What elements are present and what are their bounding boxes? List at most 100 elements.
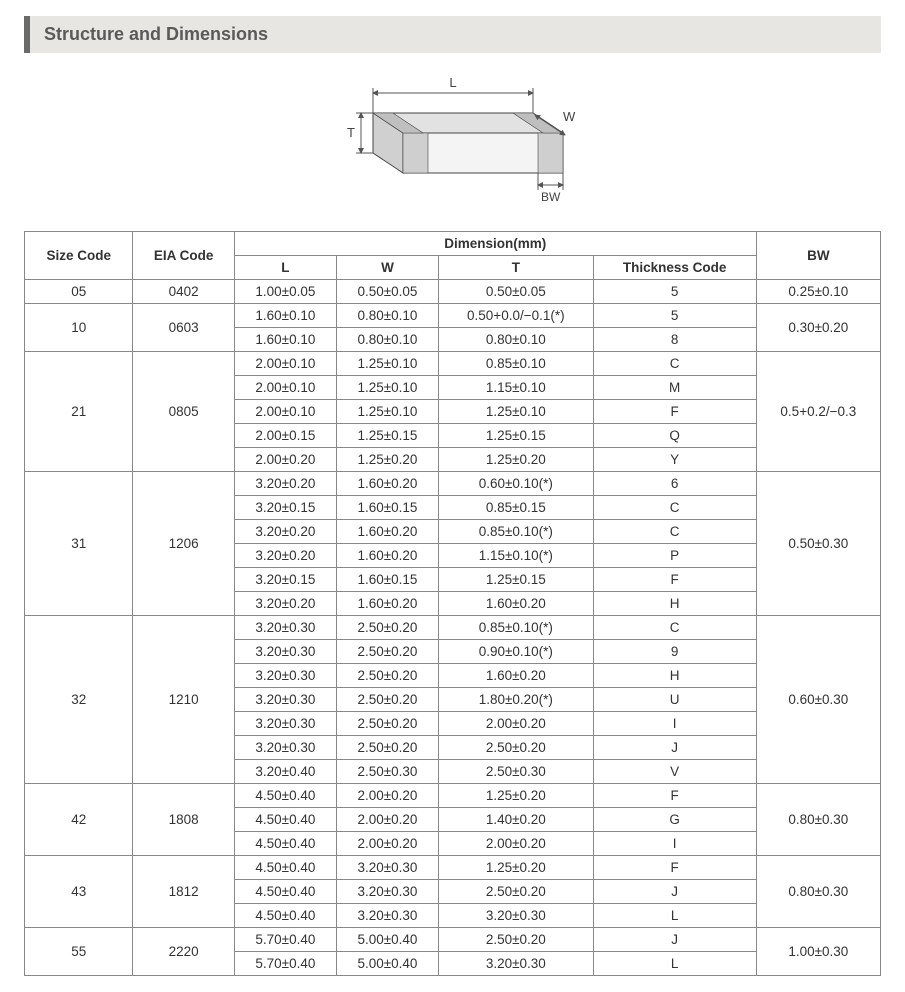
cell-T: 1.25±0.15 bbox=[438, 424, 593, 448]
cell-tc: C bbox=[593, 352, 756, 376]
col-size: Size Code bbox=[25, 232, 133, 280]
cell-W: 1.25±0.20 bbox=[336, 448, 438, 472]
cell-bw: 0.80±0.30 bbox=[756, 856, 880, 928]
cell-tc: Y bbox=[593, 448, 756, 472]
cell-T: 0.50+0.0/−0.1(*) bbox=[438, 304, 593, 328]
cell-tc: 6 bbox=[593, 472, 756, 496]
cell-L: 2.00±0.10 bbox=[234, 376, 336, 400]
cell-tc: 8 bbox=[593, 328, 756, 352]
table-row: 3212103.20±0.302.50±0.200.85±0.10(*)C0.6… bbox=[25, 616, 881, 640]
cell-T: 0.90±0.10(*) bbox=[438, 640, 593, 664]
cell-tc: F bbox=[593, 568, 756, 592]
cell-L: 3.20±0.30 bbox=[234, 664, 336, 688]
cell-size: 43 bbox=[25, 856, 133, 928]
cell-L: 3.20±0.15 bbox=[234, 496, 336, 520]
cell-W: 1.25±0.15 bbox=[336, 424, 438, 448]
cell-L: 2.00±0.20 bbox=[234, 448, 336, 472]
cell-T: 0.85±0.10 bbox=[438, 352, 593, 376]
cell-T: 2.50±0.20 bbox=[438, 736, 593, 760]
cell-T: 3.20±0.30 bbox=[438, 952, 593, 976]
cell-T: 1.60±0.20 bbox=[438, 592, 593, 616]
component-diagram: L W T BW bbox=[24, 63, 881, 213]
cell-T: 2.50±0.20 bbox=[438, 880, 593, 904]
cell-T: 0.60±0.10(*) bbox=[438, 472, 593, 496]
cell-W: 0.50±0.05 bbox=[336, 280, 438, 304]
cell-tc: F bbox=[593, 400, 756, 424]
cell-W: 3.20±0.30 bbox=[336, 904, 438, 928]
cell-W: 2.00±0.20 bbox=[336, 784, 438, 808]
cell-size: 21 bbox=[25, 352, 133, 472]
cell-tc: F bbox=[593, 784, 756, 808]
cell-bw: 0.50±0.30 bbox=[756, 472, 880, 616]
cell-W: 1.60±0.20 bbox=[336, 520, 438, 544]
cell-L: 3.20±0.30 bbox=[234, 712, 336, 736]
col-eia: EIA Code bbox=[133, 232, 234, 280]
cell-L: 3.20±0.20 bbox=[234, 544, 336, 568]
cell-W: 3.20±0.30 bbox=[336, 856, 438, 880]
cell-bw: 0.5+0.2/−0.3 bbox=[756, 352, 880, 472]
cell-L: 3.20±0.20 bbox=[234, 472, 336, 496]
cell-L: 3.20±0.30 bbox=[234, 688, 336, 712]
cell-W: 2.50±0.20 bbox=[336, 736, 438, 760]
cell-tc: 5 bbox=[593, 280, 756, 304]
cell-T: 1.25±0.20 bbox=[438, 856, 593, 880]
cell-size: 10 bbox=[25, 304, 133, 352]
cell-L: 3.20±0.30 bbox=[234, 616, 336, 640]
cell-bw: 1.00±0.30 bbox=[756, 928, 880, 976]
cell-bw: 0.60±0.30 bbox=[756, 616, 880, 784]
cell-W: 2.50±0.20 bbox=[336, 712, 438, 736]
cell-T: 0.50±0.05 bbox=[438, 280, 593, 304]
cell-L: 4.50±0.40 bbox=[234, 784, 336, 808]
chip-diagram-svg: L W T BW bbox=[323, 63, 583, 213]
cell-W: 1.60±0.15 bbox=[336, 568, 438, 592]
cell-W: 1.25±0.10 bbox=[336, 352, 438, 376]
cell-tc: G bbox=[593, 808, 756, 832]
cell-eia: 1210 bbox=[133, 616, 234, 784]
cell-W: 2.50±0.20 bbox=[336, 688, 438, 712]
cell-T: 1.25±0.20 bbox=[438, 784, 593, 808]
cell-size: 42 bbox=[25, 784, 133, 856]
cell-tc: C bbox=[593, 616, 756, 640]
cell-W: 1.60±0.20 bbox=[336, 592, 438, 616]
cell-T: 2.00±0.20 bbox=[438, 712, 593, 736]
cell-L: 3.20±0.20 bbox=[234, 520, 336, 544]
cell-eia: 1206 bbox=[133, 472, 234, 616]
table-row: 4218084.50±0.402.00±0.201.25±0.20F0.80±0… bbox=[25, 784, 881, 808]
cell-size: 31 bbox=[25, 472, 133, 616]
cell-L: 1.60±0.10 bbox=[234, 304, 336, 328]
cell-T: 2.00±0.20 bbox=[438, 832, 593, 856]
cell-L: 3.20±0.30 bbox=[234, 640, 336, 664]
col-L: L bbox=[234, 256, 336, 280]
cell-L: 4.50±0.40 bbox=[234, 880, 336, 904]
diagram-label-L: L bbox=[449, 75, 456, 90]
cell-tc: F bbox=[593, 856, 756, 880]
cell-eia: 0402 bbox=[133, 280, 234, 304]
table-row: 2108052.00±0.101.25±0.100.85±0.10C0.5+0.… bbox=[25, 352, 881, 376]
cell-L: 4.50±0.40 bbox=[234, 832, 336, 856]
cell-W: 0.80±0.10 bbox=[336, 304, 438, 328]
cell-eia: 0603 bbox=[133, 304, 234, 352]
cell-L: 1.00±0.05 bbox=[234, 280, 336, 304]
cell-T: 1.25±0.15 bbox=[438, 568, 593, 592]
cell-tc: C bbox=[593, 496, 756, 520]
cell-W: 1.60±0.20 bbox=[336, 472, 438, 496]
cell-size: 55 bbox=[25, 928, 133, 976]
cell-L: 2.00±0.10 bbox=[234, 400, 336, 424]
cell-L: 3.20±0.20 bbox=[234, 592, 336, 616]
table-row: 3112063.20±0.201.60±0.200.60±0.10(*)60.5… bbox=[25, 472, 881, 496]
table-row: 5522205.70±0.405.00±0.402.50±0.20J1.00±0… bbox=[25, 928, 881, 952]
table-row: 1006031.60±0.100.80±0.100.50+0.0/−0.1(*)… bbox=[25, 304, 881, 328]
cell-L: 3.20±0.40 bbox=[234, 760, 336, 784]
cell-tc: P bbox=[593, 544, 756, 568]
diagram-label-T: T bbox=[347, 125, 355, 140]
col-dimension-group: Dimension(mm) bbox=[234, 232, 756, 256]
col-T: T bbox=[438, 256, 593, 280]
table-row: 4318124.50±0.403.20±0.301.25±0.20F0.80±0… bbox=[25, 856, 881, 880]
cell-L: 3.20±0.15 bbox=[234, 568, 336, 592]
cell-W: 5.00±0.40 bbox=[336, 928, 438, 952]
col-bw: BW bbox=[756, 232, 880, 280]
cell-W: 2.50±0.20 bbox=[336, 640, 438, 664]
cell-L: 2.00±0.15 bbox=[234, 424, 336, 448]
cell-T: 1.80±0.20(*) bbox=[438, 688, 593, 712]
cell-tc: J bbox=[593, 928, 756, 952]
